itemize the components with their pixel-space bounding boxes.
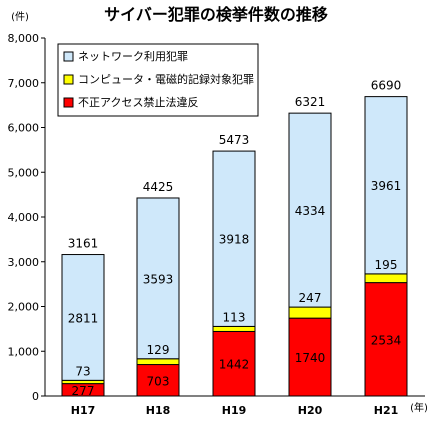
legend-swatch [63, 51, 74, 62]
legend-label: コンピュータ・電磁的記録対象犯罪 [78, 72, 254, 86]
data-label-unauthorized-access: 1442 [219, 358, 250, 372]
legend-label: ネットワーク利用犯罪 [78, 50, 188, 63]
bar-segment-unauthorized-access [288, 317, 332, 397]
data-label-network-crime: 2811 [68, 311, 99, 325]
data-label-unauthorized-access: 703 [147, 374, 170, 388]
legend-label: 不正アクセス禁止法違反 [78, 95, 198, 109]
y-tick-label: 1,000 [8, 345, 40, 358]
data-label-network-crime: 4334 [295, 204, 326, 218]
bar-segment-unauthorized-access [212, 330, 256, 397]
bar-segment-network-crime [61, 254, 105, 381]
data-label-network-crime: 3961 [371, 179, 402, 193]
bar-total-label: 6690 [371, 79, 402, 93]
y-tick-label: 4,000 [8, 211, 40, 224]
bar-segment-network-crime [364, 96, 408, 275]
y-tick-label: 0 [32, 390, 39, 403]
data-label-computer-crime: 113 [223, 310, 246, 324]
legend-swatch [63, 97, 74, 108]
y-tick-label: 7,000 [8, 77, 40, 90]
bar-total-label: 3161 [68, 237, 99, 251]
bar-segment-computer-crime [364, 273, 408, 284]
x-tick-label: H21 [374, 404, 399, 417]
x-tick-label: H20 [298, 404, 323, 417]
data-label-network-crime: 3918 [219, 233, 250, 247]
data-label-unauthorized-access: 2534 [371, 333, 402, 347]
bar-segment-network-crime [288, 112, 332, 308]
y-tick-label: 5,000 [8, 166, 40, 179]
y-tick-label: 8,000 [8, 32, 40, 45]
data-label-unauthorized-access: 1740 [295, 351, 326, 365]
bar-segment-unauthorized-access [364, 282, 408, 397]
bar-segment-network-crime [136, 197, 180, 360]
y-tick-label: 3,000 [8, 256, 40, 269]
y-unit-label: (件) [11, 11, 29, 23]
bar-segment-computer-crime [136, 358, 180, 366]
bar-segment-computer-crime [288, 306, 332, 319]
y-tick-label: 6,000 [8, 122, 40, 135]
x-tick-label: H18 [146, 404, 171, 417]
legend-swatch [63, 74, 74, 85]
data-label-computer-crime: 247 [299, 291, 322, 305]
x-tick-label: H17 [71, 404, 96, 417]
data-label-computer-crime: 73 [75, 364, 90, 378]
data-label-network-crime: 3593 [143, 272, 174, 286]
data-label-unauthorized-access: 277 [72, 384, 95, 398]
bar-total-label: 5473 [219, 133, 250, 147]
bar-segment-unauthorized-access [136, 364, 180, 397]
bar-segment-network-crime [212, 150, 256, 327]
legend-box [57, 43, 259, 117]
y-tick-label: 2,000 [8, 301, 40, 314]
chart-title: サイバー犯罪の検挙件数の推移 [104, 5, 328, 24]
data-label-computer-crime: 129 [147, 343, 170, 357]
x-unit-label: (年) [410, 401, 428, 414]
bar-total-label: 6321 [295, 95, 326, 109]
data-label-computer-crime: 195 [375, 258, 398, 272]
bar-segment-computer-crime [212, 325, 256, 332]
bar-total-label: 4425 [143, 180, 174, 194]
x-tick-label: H19 [222, 404, 247, 417]
